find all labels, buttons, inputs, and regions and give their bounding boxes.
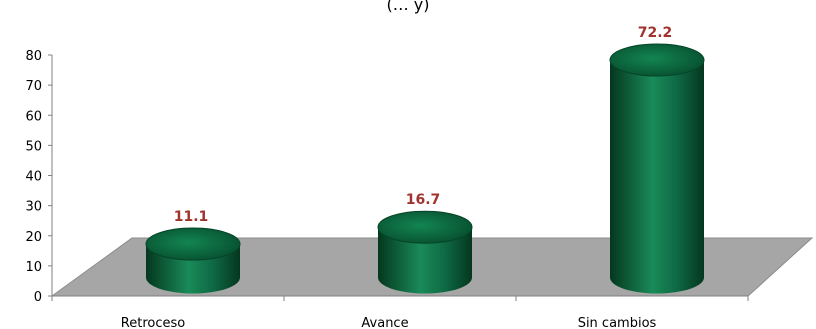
- bar-sin-cambios: [609, 43, 705, 294]
- bar-top: [377, 210, 473, 244]
- bar-top: [609, 43, 705, 77]
- x-category-label: Sin cambios: [578, 316, 657, 329]
- x-category-label: Avance: [361, 316, 408, 329]
- y-tick-label: 50: [25, 139, 42, 154]
- data-label: 72.2: [638, 25, 673, 41]
- y-tick-label: 80: [25, 49, 42, 64]
- bar-body: [378, 227, 472, 294]
- bar-avance: [377, 210, 473, 294]
- data-label: 16.7: [406, 192, 441, 208]
- y-tick-label: 30: [25, 200, 42, 215]
- y-tick-label: 40: [25, 170, 42, 185]
- y-tick-label: 60: [25, 109, 42, 124]
- y-tick-label: 70: [25, 79, 42, 94]
- y-tick-label: 0: [34, 290, 42, 305]
- bars: [145, 43, 705, 294]
- bar-body: [610, 59, 704, 294]
- bar-top: [145, 227, 241, 261]
- x-category-label: Retroceso: [121, 316, 185, 329]
- chart-title: (… y): [386, 0, 429, 14]
- y-tick-label: 20: [25, 230, 42, 245]
- bar-retroceso: [145, 227, 241, 294]
- labels: 11.1 Retroceso 16.7 Avance 72.2 Sin cambios: [121, 25, 672, 329]
- data-label: 11.1: [174, 209, 209, 225]
- y-tick-label: 10: [25, 260, 42, 275]
- axes: 0 10 20 30 40 50 60 70 80: [25, 49, 749, 305]
